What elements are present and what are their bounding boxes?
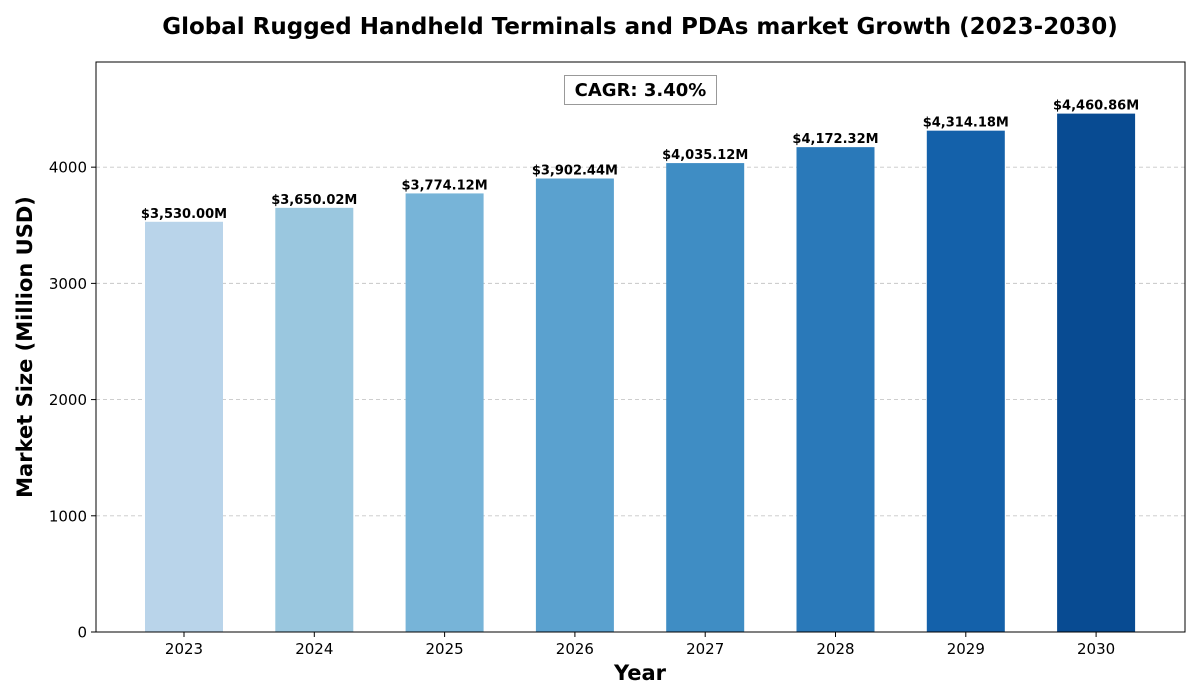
x-tick-label-2026: 2026: [556, 640, 594, 658]
cagr-annotation: CAGR: 3.40%: [575, 80, 707, 101]
bar-2027: [666, 163, 745, 632]
y-axis-ticks: 0 1000 2000 3000 4000: [49, 159, 96, 642]
bar-2030: [1057, 113, 1136, 632]
x-tick-label-2023: 2023: [165, 640, 203, 658]
x-tick-label-2028: 2028: [816, 640, 854, 658]
data-label-2026: $3,902.44M: [532, 164, 618, 179]
plot-frame: [95, 61, 1186, 633]
bar-2028: [796, 147, 875, 632]
data-label-2023: $3,530.00M: [141, 207, 227, 222]
y-tick-label: 0: [77, 624, 87, 642]
chart-title: Global Rugged Handheld Terminals and PDA…: [162, 14, 1118, 40]
cagr-box: [564, 75, 717, 105]
x-tick-label-2024: 2024: [295, 640, 333, 658]
data-label-2030: $4,460.86M: [1053, 99, 1139, 114]
data-label-2025: $3,774.12M: [402, 178, 488, 193]
data-labels: $3,530.00M $3,650.02M $3,774.12M $3,902.44M…: [141, 99, 1139, 222]
bar-2026: [535, 178, 614, 633]
x-tick-label-2027: 2027: [686, 640, 724, 658]
x-tick-label-2025: 2025: [426, 640, 464, 658]
x-axis-ticks: 2023 2024 2025 2026 2027 2028 2029 2030: [165, 632, 1115, 658]
data-label-2027: $4,035.12M: [662, 148, 748, 163]
y-tick-label: 1000: [49, 507, 87, 525]
data-label-2029: $4,314.18M: [923, 116, 1009, 131]
y-tick-label: 2000: [49, 391, 87, 409]
bar-2029: [926, 130, 1005, 633]
bar-2024: [275, 207, 354, 632]
data-label-2028: $4,172.32M: [792, 132, 878, 147]
data-label-2024: $3,650.02M: [271, 193, 357, 208]
bar-2025: [405, 193, 484, 633]
x-tick-label-2030: 2030: [1077, 640, 1115, 658]
x-axis-label: Year: [613, 661, 667, 685]
y-tick-label: 4000: [49, 159, 87, 177]
bars: [145, 113, 1136, 633]
bar-2023: [145, 221, 223, 632]
y-tick-label: 3000: [49, 275, 87, 293]
y-axis-label: Market Size (Million USD): [13, 196, 37, 498]
x-tick-label-2029: 2029: [947, 640, 985, 658]
grid-lines: [96, 166, 1185, 517]
